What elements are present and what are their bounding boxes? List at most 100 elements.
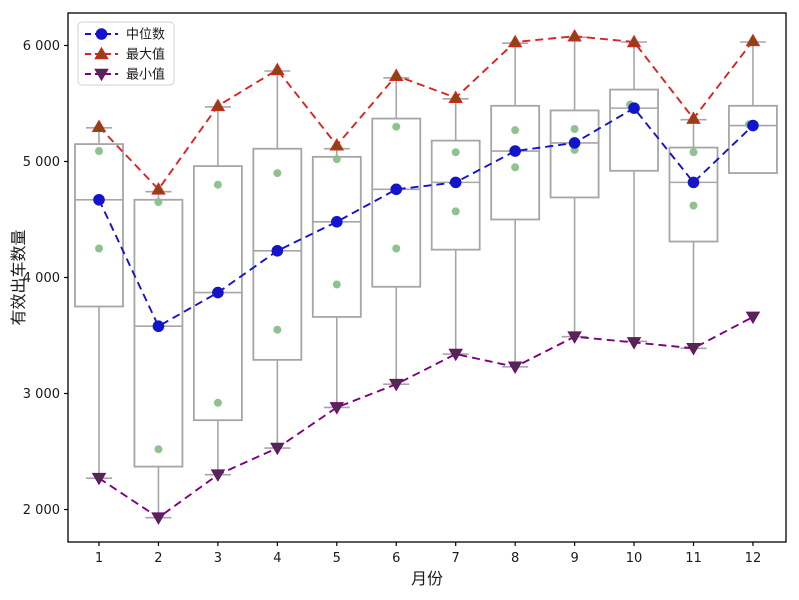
triangle-down-marker — [745, 311, 761, 325]
circle-marker — [509, 145, 521, 157]
y-axis: 2 000 3 000 4 000 5 000 6 000 — [23, 39, 68, 518]
boxplot-month-1 — [74, 127, 124, 479]
boxplot-month-2 — [133, 190, 184, 519]
x-tick-label: 11 — [685, 551, 702, 566]
y-tick-label: 6 000 — [23, 39, 60, 54]
x-axis: 1 2 3 4 5 6 7 8 9 10 11 12 — [95, 542, 761, 566]
triangle-down-marker — [388, 378, 404, 392]
x-tick-label: 6 — [392, 551, 400, 566]
triangle-up-marker — [745, 33, 761, 47]
min-series — [91, 311, 761, 525]
triangle-down-marker — [270, 442, 285, 456]
sample-point — [511, 163, 520, 172]
sample-point — [689, 201, 698, 210]
x-tick-label: 10 — [626, 551, 643, 566]
triangle-down-marker — [448, 348, 463, 362]
x-axis-title: 月份 — [411, 569, 443, 588]
triangle-up-marker — [507, 34, 523, 48]
triangle-down-marker — [329, 402, 345, 415]
circle-marker — [747, 119, 759, 132]
x-tick-label: 2 — [154, 551, 162, 566]
legend-entry: 最大值 — [85, 47, 165, 63]
circle-marker — [152, 320, 165, 333]
triangle-down-marker — [507, 361, 523, 375]
triangle-down-marker — [91, 472, 107, 486]
triangle-up-marker — [686, 111, 701, 124]
box-iqr — [668, 146, 719, 243]
triangle-down-marker — [686, 342, 701, 356]
sample-point — [511, 126, 520, 135]
triangle-down-marker — [210, 469, 226, 482]
sample-point — [332, 155, 341, 164]
boxplots-group — [74, 36, 778, 519]
y-tick-label: 2 000 — [23, 503, 60, 518]
sample-point — [570, 125, 579, 134]
circle-marker — [628, 102, 640, 114]
circle-marker — [390, 183, 403, 196]
triangle-up-icon — [94, 46, 109, 60]
boxplot-month-7 — [430, 98, 481, 355]
sample-point — [213, 398, 222, 407]
legend-label: 最小值 — [126, 67, 165, 83]
y-axis-title: 有效出车数量 — [9, 229, 28, 325]
box-iqr — [609, 88, 659, 172]
triangle-down-marker — [626, 337, 642, 350]
box-iqr — [133, 198, 184, 468]
sample-point — [273, 169, 282, 178]
legend-label: 最大值 — [126, 47, 165, 63]
legend-entry: 最小值 — [85, 67, 165, 83]
x-tick-label: 4 — [273, 551, 281, 566]
triangle-up-marker — [329, 138, 345, 151]
boxplot-month-10 — [609, 41, 659, 343]
sample-point — [451, 148, 460, 157]
x-tick-label: 7 — [452, 551, 460, 566]
boxplot-month-11 — [668, 118, 719, 350]
legend-label: 中位数 — [126, 28, 165, 43]
circle-marker — [212, 286, 224, 299]
sample-point — [689, 148, 698, 157]
circle-marker — [687, 176, 700, 189]
circle-marker — [449, 176, 462, 189]
sample-point — [451, 207, 460, 216]
y-tick-label: 4 000 — [23, 271, 60, 286]
sample-point — [95, 244, 103, 253]
boxplot-month-4 — [252, 70, 303, 449]
circle-icon — [95, 28, 108, 40]
triangle-up-marker — [151, 182, 166, 195]
triangle-up-marker — [91, 119, 107, 132]
y-tick-label: 5 000 — [23, 155, 60, 170]
box-iqr — [252, 147, 303, 361]
boxplot-month-6 — [371, 77, 422, 386]
boxplot-month-5 — [311, 147, 362, 409]
axes-frame — [67, 12, 787, 543]
legend-entry: 中位数 — [85, 28, 165, 43]
series-line — [98, 106, 754, 328]
box-iqr — [490, 104, 541, 221]
x-tick-label: 8 — [511, 551, 519, 566]
sample-point — [213, 180, 222, 189]
triangle-down-marker — [151, 512, 166, 525]
box-iqr — [430, 139, 481, 251]
series-line — [98, 35, 754, 191]
circle-marker — [93, 193, 105, 206]
triangle-up-marker — [270, 62, 285, 76]
box-iqr — [311, 155, 362, 318]
box-iqr — [549, 109, 600, 199]
y-tick-label: 3 000 — [23, 387, 60, 402]
sample-point — [154, 445, 163, 454]
sample-point — [154, 198, 163, 207]
circle-marker — [271, 245, 284, 257]
sample-point — [273, 325, 282, 334]
max-series — [91, 29, 761, 195]
x-tick-label: 3 — [214, 551, 222, 566]
triangle-up-marker — [626, 34, 642, 48]
x-tick-label: 5 — [333, 551, 341, 566]
sample-point — [392, 244, 401, 253]
circle-marker — [568, 137, 581, 149]
x-tick-label: 9 — [570, 551, 578, 566]
triangle-up-marker — [388, 68, 404, 81]
series-line — [98, 316, 754, 519]
boxplot-month-8 — [490, 42, 541, 368]
